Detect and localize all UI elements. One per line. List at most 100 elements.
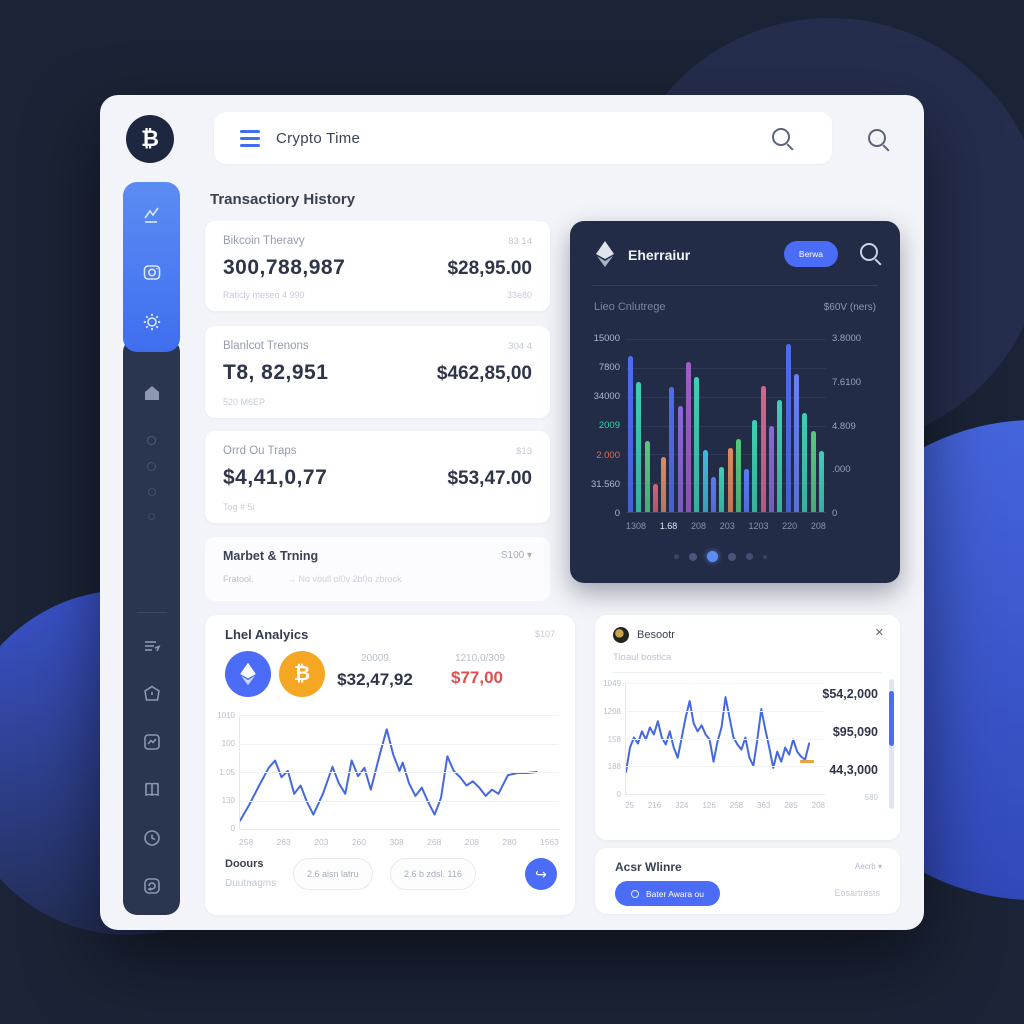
axis-label: 2009 bbox=[598, 420, 620, 432]
activity-icon[interactable] bbox=[141, 204, 163, 226]
share-arrow-button[interactable]: ↪ bbox=[525, 858, 557, 890]
menu-icon[interactable] bbox=[240, 129, 260, 147]
axis-label: 260 bbox=[351, 837, 367, 847]
price-label-1: $54,2,000 bbox=[822, 687, 878, 701]
card-value: $4,41,0,77 bbox=[223, 466, 328, 489]
pagination-dot[interactable] bbox=[745, 553, 753, 560]
transaction-card[interactable]: Blanlcot Trenons 304 4 T8, 82,951 $462,8… bbox=[205, 326, 550, 418]
sidebar-active-group bbox=[123, 182, 180, 352]
range-button-1[interactable]: 2.6 aisn latru bbox=[293, 858, 373, 890]
transaction-card[interactable]: Bikcoin Theravy 83 14 300,788,987 $28,95… bbox=[205, 221, 550, 311]
list-icon[interactable] bbox=[141, 635, 163, 657]
axis-label: 1.68 bbox=[659, 521, 678, 531]
transaction-card[interactable]: Orrd Ou Traps $13 $4,41,0,77 $53,47.00 T… bbox=[205, 431, 550, 523]
camera-icon[interactable] bbox=[141, 261, 163, 283]
pagination-dot[interactable] bbox=[727, 552, 736, 561]
axis-label: 3.8000 bbox=[832, 333, 862, 344]
bar bbox=[694, 377, 700, 512]
bitcoin-glyph: ₿ bbox=[141, 126, 159, 151]
bitcoin-coin-icon[interactable]: ₿ bbox=[279, 651, 325, 697]
home-icon[interactable] bbox=[141, 382, 163, 404]
bar bbox=[810, 430, 816, 512]
refresh-box-icon[interactable] bbox=[141, 875, 163, 897]
range-button-2[interactable]: 2.6 b zdsl. 116 bbox=[390, 858, 476, 890]
pagination-dot[interactable] bbox=[688, 552, 697, 561]
axis-label: 280 bbox=[502, 837, 517, 847]
bar bbox=[735, 439, 741, 512]
panel-title: Eherraiur bbox=[628, 247, 691, 263]
bar bbox=[727, 448, 733, 512]
history-dot-icon[interactable] bbox=[147, 462, 156, 471]
axis-label: 324 bbox=[675, 801, 689, 810]
bar bbox=[760, 385, 766, 512]
bar bbox=[744, 468, 750, 512]
axis-label: 1208 bbox=[603, 706, 621, 716]
settings-gear-icon[interactable] bbox=[141, 311, 163, 333]
axis-label: 208 bbox=[464, 837, 479, 847]
analytics-col2-value: $77,00 bbox=[451, 668, 503, 687]
analytics-col1-label: 20009 bbox=[361, 653, 389, 664]
bar bbox=[769, 425, 775, 512]
search-bar[interactable]: Crypto Time bbox=[214, 112, 832, 164]
axis-label: 203 bbox=[314, 837, 329, 847]
bar bbox=[644, 441, 650, 512]
card-meta: 83 14 bbox=[508, 236, 532, 247]
chart-scrollbar[interactable] bbox=[889, 679, 894, 809]
besoor-card: Besootr ✕ Tioaul bostica 1049 1208 158 188 0… bbox=[595, 615, 900, 840]
analytics-col1-value: $32,47,92 bbox=[337, 670, 413, 689]
wallet-book-icon[interactable] bbox=[141, 779, 163, 801]
axis-label: 1203 bbox=[748, 521, 769, 531]
bitcoin-glyph: ₿ bbox=[293, 662, 311, 685]
line-chart-x-axis: 258 263 203 260 308 268 208 280 1563 bbox=[239, 837, 559, 847]
bar-chart-x-axis: 1308 1.68 208 203 1203 220 208 bbox=[626, 521, 826, 531]
wallet-card: Acsr Wlinre Aecrb ▾ Bater Awara ou Eosar… bbox=[595, 848, 900, 914]
card-value: 300,788,987 bbox=[223, 256, 346, 279]
panel-divider bbox=[592, 285, 878, 286]
line-series bbox=[239, 728, 538, 822]
axis-label: 7800 bbox=[598, 362, 620, 374]
close-icon[interactable]: ✕ bbox=[874, 627, 884, 639]
card-value: T8, 82,951 bbox=[223, 361, 329, 384]
card-amount: $53,47.00 bbox=[447, 468, 532, 489]
axis-label: 158 bbox=[607, 734, 621, 744]
history-dot-icon[interactable] bbox=[148, 513, 155, 520]
shield-home-icon[interactable] bbox=[141, 683, 163, 705]
market-trading-card[interactable]: Marbet & Trning S100 ▾ Fratool. → No vbu… bbox=[205, 537, 550, 601]
pagination-dot[interactable] bbox=[762, 554, 767, 559]
bar-chart bbox=[626, 339, 826, 513]
bar-chart-y-axis-right: 3.8000 7.6100 4.809 .000 0 bbox=[832, 333, 886, 519]
pagination-dots bbox=[570, 551, 870, 562]
search-icon-secondary[interactable] bbox=[868, 129, 886, 147]
wallet-title: Acsr Wlinre bbox=[615, 860, 682, 874]
chart-box-icon[interactable] bbox=[141, 731, 163, 753]
market-card-sub2: → No vbull ol0v 2b0o zbrock bbox=[287, 574, 402, 584]
search-icon[interactable] bbox=[772, 128, 790, 146]
axis-label: 208 bbox=[811, 801, 825, 810]
panel-search-icon[interactable] bbox=[860, 243, 878, 261]
pagination-dot[interactable] bbox=[673, 554, 679, 559]
wallet-action-button[interactable]: Bater Awara ou bbox=[615, 881, 720, 906]
ethereum-coin-icon[interactable] bbox=[225, 651, 271, 697]
axis-label: 1049 bbox=[603, 679, 621, 688]
clock-icon[interactable] bbox=[141, 827, 163, 849]
panel-action-button[interactable]: Berwa bbox=[783, 241, 838, 267]
page-title: Transactiory History bbox=[210, 191, 356, 208]
bar bbox=[752, 420, 758, 512]
wallet-dropdown[interactable]: Aecrb ▾ bbox=[854, 862, 882, 871]
axis-label: 31.560 bbox=[590, 478, 620, 490]
market-card-dropdown[interactable]: S100 ▾ bbox=[500, 550, 532, 561]
history-dot-icon[interactable] bbox=[147, 488, 156, 496]
pagination-dot[interactable] bbox=[706, 551, 718, 562]
card-label: Blanlcot Trenons bbox=[223, 340, 309, 352]
price-label-3: 44,3,000 bbox=[829, 763, 878, 777]
bar bbox=[652, 484, 658, 512]
axis-label: 258 bbox=[729, 801, 744, 810]
bar-chart-y-axis-left: 15000 7800 34000 2009 2.000 31.560 0 bbox=[578, 333, 620, 519]
axis-label: 4.809 bbox=[832, 420, 856, 432]
history-dot-icon[interactable] bbox=[147, 436, 156, 445]
live-analytics-card: Lhel Analyics $107 ₿ 20009 $32,47,92 121… bbox=[205, 615, 575, 915]
bar bbox=[785, 344, 791, 512]
axis-label: 126 bbox=[702, 801, 716, 810]
line-series bbox=[625, 696, 811, 773]
card-sub: Raticly meseo 4 990 bbox=[223, 290, 305, 300]
